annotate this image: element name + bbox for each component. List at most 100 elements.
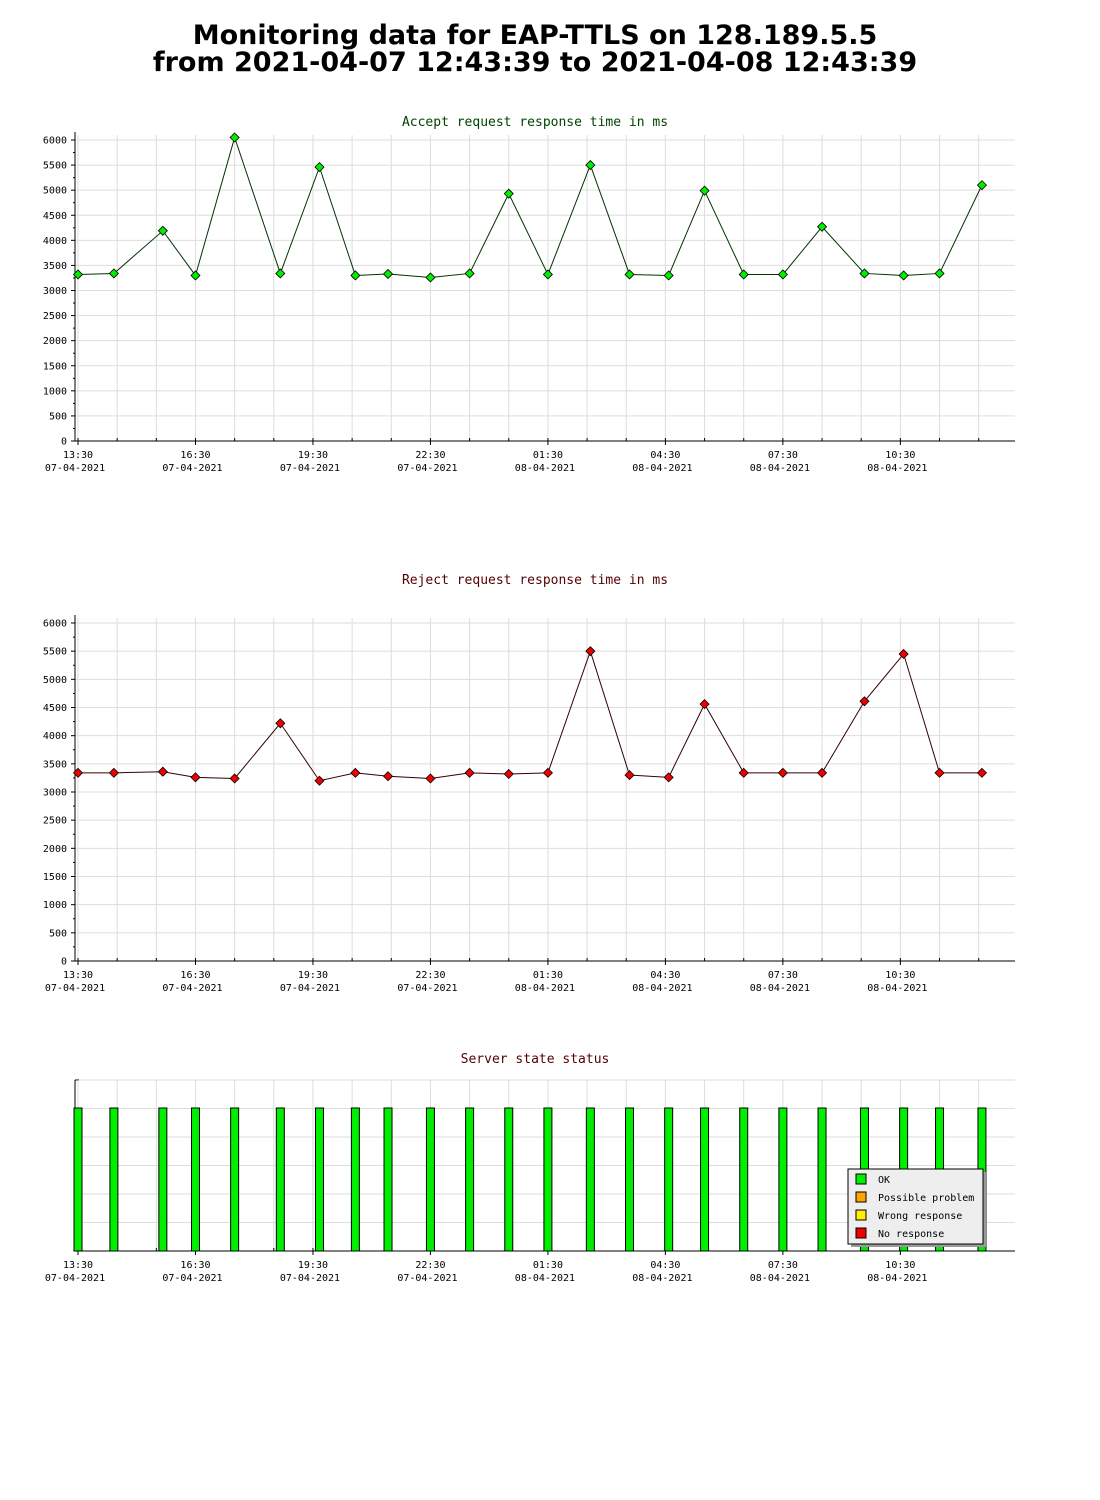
status-bar [158, 1107, 168, 1252]
reject-data-point [859, 696, 870, 707]
accept-x-tick-date: 08-04-2021 [632, 463, 692, 474]
reject-x-tick-date: 07-04-2021 [162, 983, 222, 994]
reject-data-point [898, 648, 909, 660]
legend-swatch [855, 1209, 867, 1221]
accept-data-point [624, 269, 635, 280]
accept-y-tick-label: 1500 [43, 361, 67, 372]
accept-x-tick-time: 16:30 [180, 450, 210, 461]
reject-y-tick-label: 500 [49, 928, 67, 939]
reject-data-point [624, 770, 635, 781]
accept-y-tick-label: 6000 [43, 136, 67, 147]
reject-x-tick-date: 08-04-2021 [750, 983, 810, 994]
legend-label: Wrong response [878, 1211, 962, 1222]
reject-data-point [503, 768, 514, 780]
accept-x-tick-date: 07-04-2021 [397, 463, 457, 474]
accept-x-tick-time: 13:30 [63, 450, 93, 461]
accept-x-tick-time: 19:30 [298, 450, 328, 461]
status-bar [73, 1107, 83, 1252]
accept-y-tick-label: 1000 [43, 386, 67, 397]
accept-data-point [699, 185, 710, 196]
reject-data-point [585, 646, 596, 657]
accept-response-chart: Accept request response time in ms 0 500 1… [43, 115, 1015, 474]
accept-y-tick-label: 2000 [43, 336, 67, 347]
reject-data-point [229, 773, 240, 784]
accept-x-tick-date: 08-04-2021 [750, 463, 810, 474]
accept-y-tick-label: 5500 [43, 161, 67, 172]
status-bar [383, 1107, 393, 1252]
accept-y-tick-label: 2500 [43, 311, 67, 322]
legend-swatch [855, 1191, 867, 1203]
reject-x-tick-date: 07-04-2021 [397, 983, 457, 994]
reject-y-tick-label: 3000 [43, 788, 67, 799]
accept-data-point [314, 162, 325, 173]
reject-y-tick-label: 2000 [43, 844, 67, 855]
status-bar [817, 1107, 827, 1252]
reject-data-point [777, 767, 788, 778]
accept-series-line [77, 135, 983, 278]
reject-x-tick-time: 13:30 [63, 970, 93, 981]
status-x-tick-time: 13:30 [63, 1260, 93, 1271]
status-bar [543, 1107, 553, 1252]
reject-data-point [350, 767, 361, 778]
legend-swatch [855, 1227, 867, 1239]
reject-y-tick-label: 4500 [43, 703, 67, 714]
reject-chart-title: Reject request response time in ms [402, 573, 668, 588]
reject-y-tick-label: 5500 [43, 647, 67, 658]
reject-y-tick-label: 0 [61, 957, 67, 968]
reject-data-point [314, 775, 325, 786]
reject-y-tick-label: 1500 [43, 872, 67, 883]
accept-x-tick-time: 22:30 [415, 450, 445, 461]
accept-data-point [934, 268, 945, 279]
server-status-chart: Server state status 13:30 07-04-2021 16:30… [45, 1052, 1015, 1284]
reject-y-tick-label: 5000 [43, 675, 67, 686]
status-bar [314, 1107, 324, 1252]
accept-data-point [738, 269, 749, 280]
status-bar [700, 1107, 710, 1252]
accept-x-tick-date: 07-04-2021 [162, 463, 222, 474]
accept-data-point [898, 270, 909, 281]
accept-y-tick-label: 0 [61, 437, 67, 448]
reject-x-tick-time: 07:30 [768, 970, 798, 981]
reject-response-chart: Reject request response time in ms 0 500 1… [43, 573, 1015, 994]
accept-y-tick-label: 3000 [43, 286, 67, 297]
accept-data-point [350, 270, 361, 281]
status-x-tick-date: 08-04-2021 [632, 1273, 692, 1284]
accept-y-tick-label: 5000 [43, 186, 67, 197]
status-x-tick-time: 22:30 [415, 1260, 445, 1271]
status-bar [465, 1107, 475, 1252]
reject-y-tick-label: 4000 [43, 731, 67, 742]
reject-data-point [738, 767, 749, 778]
status-x-tick-time: 01:30 [533, 1260, 563, 1271]
status-x-tick-date: 07-04-2021 [397, 1273, 457, 1284]
reject-x-tick-date: 08-04-2021 [867, 983, 927, 994]
legend-label: Possible problem [878, 1193, 974, 1204]
accept-data-point [777, 269, 788, 280]
status-bar [739, 1107, 749, 1252]
accept-data-point [663, 270, 674, 281]
accept-x-tick-date: 07-04-2021 [280, 463, 340, 474]
status-bar [230, 1107, 240, 1252]
status-x-tick-time: 07:30 [768, 1260, 798, 1271]
accept-data-point [425, 272, 436, 283]
accept-data-point [503, 188, 514, 199]
accept-x-tick-time: 04:30 [650, 450, 680, 461]
reject-x-tick-time: 19:30 [298, 970, 328, 981]
reject-data-point [157, 766, 168, 777]
accept-data-point [585, 160, 596, 171]
reject-data-point [976, 767, 988, 778]
reject-data-point [816, 767, 828, 778]
reject-series-line [78, 649, 982, 782]
reject-x-tick-date: 08-04-2021 [632, 983, 692, 994]
status-bar [664, 1107, 674, 1252]
status-bar [778, 1107, 788, 1252]
status-bar [190, 1107, 200, 1252]
accept-y-tick-label: 4500 [43, 211, 67, 222]
accept-data-point [859, 268, 870, 279]
reject-data-point [275, 718, 286, 729]
reject-x-tick-time: 01:30 [533, 970, 563, 981]
status-x-tick-date: 07-04-2021 [162, 1273, 222, 1284]
accept-x-tick-time: 07:30 [768, 450, 798, 461]
accept-x-tick-time: 10:30 [885, 450, 915, 461]
status-x-tick-date: 08-04-2021 [867, 1273, 927, 1284]
